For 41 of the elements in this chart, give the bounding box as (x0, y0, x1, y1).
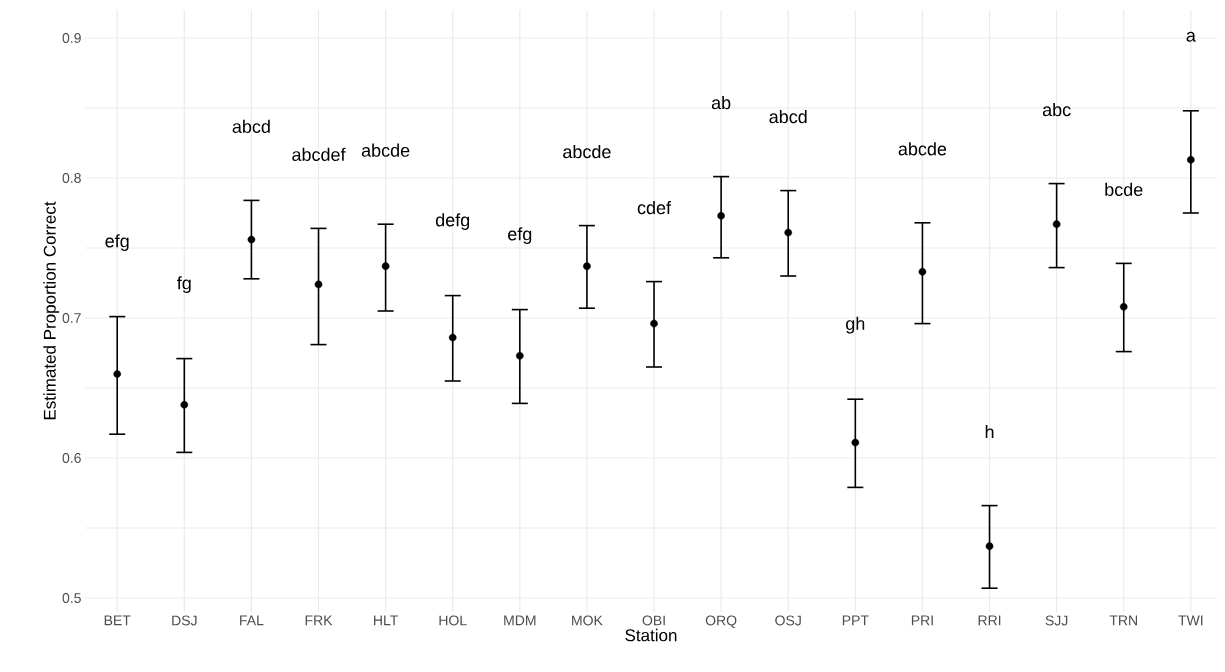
x-tick-label: PPT (842, 615, 869, 626)
annotation: abc (1042, 102, 1071, 117)
x-tick-label: OBI (642, 615, 665, 626)
y-tick-label: 0.6 (62, 453, 81, 463)
annotation: abcdef (292, 147, 346, 161)
x-axis-title: Station (625, 628, 677, 642)
annotation: abcde (898, 142, 947, 156)
annotation: a (1186, 31, 1196, 42)
x-tick-label: PRI (911, 615, 933, 626)
x-tick-label: FAL (240, 615, 264, 626)
y-axis-title: Estimated Proportion Correct (43, 201, 60, 420)
annotation: defg (435, 213, 470, 230)
x-tick-label: TWI (1178, 615, 1203, 626)
annotation: efg (105, 234, 129, 251)
x-tick-label: HOL (439, 615, 467, 626)
x-tick-label: DSJ (172, 615, 197, 626)
x-tick-label: MDM (504, 615, 536, 626)
y-tick-label: 0.8 (62, 173, 81, 183)
annotation: abcde (361, 143, 410, 157)
annotation: h (985, 425, 994, 439)
y-tick-label: 0.9 (62, 33, 81, 43)
annotation: gh (846, 316, 865, 334)
annotation: abcde (563, 144, 611, 159)
annotation: fg (177, 276, 191, 293)
annotation: bcde (1105, 182, 1143, 196)
x-tick-label: FRK (305, 615, 333, 626)
y-tick-label: 0.5 (62, 593, 81, 603)
annotation: efg (508, 227, 532, 244)
y-tick-label: 0.7 (62, 313, 81, 323)
x-tick-label: BET (104, 615, 131, 626)
x-tick-label: RRI (978, 615, 1001, 626)
x-tick-label: ORQ (705, 615, 737, 628)
annotation: abcd (232, 119, 270, 133)
x-tick-label: MOK (572, 615, 603, 626)
annotation: ab (711, 95, 731, 110)
annotation: abcd (769, 109, 807, 124)
x-tick-label: HLT (374, 615, 398, 626)
x-tick-label: SJJ (1045, 615, 1068, 626)
x-tick-label: OSJ (775, 615, 801, 626)
x-tick-label: TRN (1109, 615, 1137, 626)
annotation: cdef (637, 200, 672, 215)
